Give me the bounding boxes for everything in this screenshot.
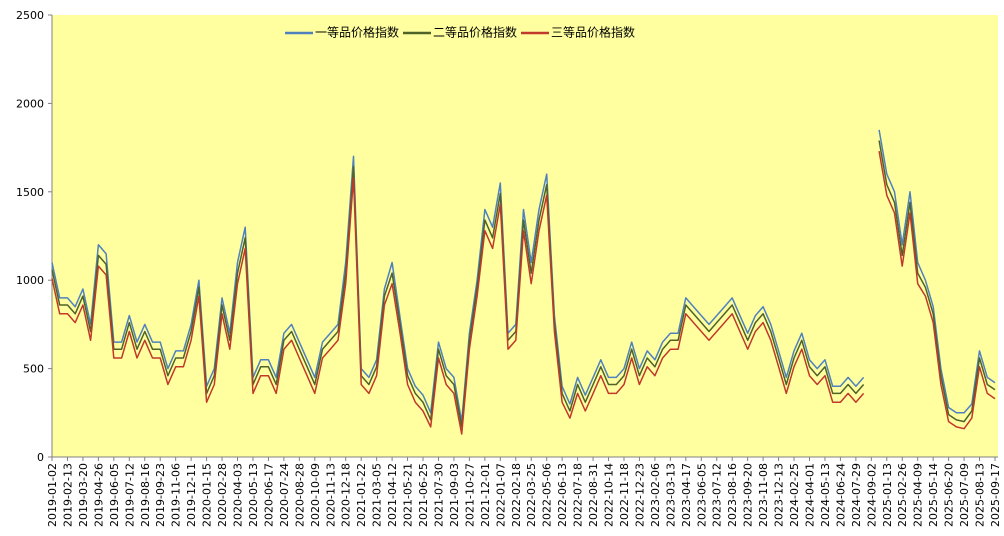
x-tick-label: 2022-02-18 [510, 463, 523, 527]
x-tick-label: 2023-06-05 [695, 463, 708, 527]
x-tick-label: 2019-04-26 [92, 463, 105, 527]
y-tick-label: 2000 [16, 97, 44, 110]
x-tick-label: 2021-04-12 [386, 463, 399, 527]
x-tick-label: 2021-03-05 [371, 463, 384, 527]
x-tick-label: 2020-04-03 [232, 463, 245, 527]
x-tick-label: 2023-09-20 [742, 463, 755, 527]
x-tick-label: 2020-07-24 [278, 463, 291, 527]
x-tick-label: 2025-04-09 [912, 463, 925, 527]
x-tick-label: 2020-02-28 [216, 463, 229, 527]
x-tick-label: 2020-08-28 [293, 463, 306, 527]
x-tick-label: 2023-03-13 [664, 463, 677, 527]
x-tick-label: 2020-12-18 [340, 463, 353, 527]
x-tick-label: 2020-11-13 [324, 463, 337, 527]
legend-label: 一等品价格指数 [315, 25, 399, 40]
y-tick-label: 1000 [16, 274, 44, 287]
x-tick-label: 2022-01-07 [494, 463, 507, 527]
x-tick-label: 2023-08-16 [726, 463, 739, 527]
x-tick-label: 2019-02-13 [61, 463, 74, 527]
x-tick-label: 2020-06-17 [262, 463, 275, 527]
x-tick-label: 2022-03-25 [525, 463, 538, 527]
x-tick-label: 2023-04-17 [680, 463, 693, 527]
x-tick-label: 2022-07-18 [572, 463, 585, 527]
x-tick-label: 2022-06-13 [556, 463, 569, 527]
x-tick-label: 2023-07-12 [711, 463, 724, 527]
x-tick-label: 2025-01-13 [881, 463, 894, 527]
legend-label: 三等品价格指数 [551, 25, 635, 40]
x-tick-label: 2021-06-25 [417, 463, 430, 527]
x-tick-label: 2025-07-09 [958, 463, 971, 527]
x-tick-label: 2021-07-30 [432, 463, 445, 527]
legend-label: 二等品价格指数 [433, 25, 517, 40]
x-tick-label: 2024-04-01 [803, 463, 816, 527]
x-tick-label: 2024-07-29 [850, 463, 863, 527]
x-tick-label: 2022-10-14 [603, 463, 616, 527]
series-line [51, 140, 996, 428]
x-tick-label: 2021-05-21 [402, 463, 415, 527]
x-tick-label: 2021-10-27 [463, 463, 476, 527]
x-tick-label: 2019-12-11 [185, 463, 198, 527]
x-tick-label: 2019-06-05 [108, 463, 121, 527]
x-tick-label: 2021-01-22 [355, 463, 368, 527]
y-tick-label: 0 [37, 451, 44, 464]
x-tick-label: 2022-05-06 [541, 463, 554, 527]
x-tick-label: 2020-01-15 [201, 463, 214, 527]
x-tick-label: 2019-07-12 [123, 463, 136, 527]
x-tick-label: 2023-02-06 [649, 463, 662, 527]
series-line [51, 129, 996, 423]
x-tick-label: 2023-12-13 [773, 463, 786, 527]
x-tick-label: 2025-08-13 [974, 463, 987, 527]
series-line [51, 150, 996, 435]
y-tick-label: 1500 [16, 186, 44, 199]
x-tick-label: 2019-08-16 [139, 463, 152, 527]
x-tick-label: 2025-02-26 [896, 463, 909, 527]
x-tick-label: 2024-02-25 [788, 463, 801, 527]
x-tick-label: 2021-12-01 [479, 463, 492, 527]
x-tick-label: 2019-09-23 [154, 463, 167, 527]
legend: 一等品价格指数 二等品价格指数 三等品价格指数 [285, 25, 635, 40]
x-tick-label: 2022-08-31 [587, 463, 600, 527]
x-tick-label: 2022-11-18 [618, 463, 631, 527]
x-tick-label: 2020-05-13 [247, 463, 260, 527]
y-tick-label: 500 [23, 363, 44, 376]
x-tick-label: 2023-11-08 [757, 463, 770, 527]
x-tick-label: 2019-01-02 [46, 463, 59, 527]
x-tick-label: 2021-09-03 [448, 463, 461, 527]
x-tick-label: 2025-05-14 [927, 463, 940, 527]
x-tick-label: 2024-05-13 [819, 463, 832, 527]
x-tick-label: 2020-10-09 [309, 463, 322, 527]
x-tick-label: 2022-12-23 [633, 463, 646, 527]
x-tick-label: 2019-03-20 [77, 463, 90, 527]
x-tick-label: 2024-09-02 [865, 463, 878, 527]
x-tick-label: 2025-06-20 [943, 463, 956, 527]
x-tick-label: 2024-06-24 [834, 463, 847, 527]
x-tick-label: 2025-09-17 [989, 463, 1002, 527]
y-tick-label: 2500 [16, 9, 44, 22]
x-tick-label: 2019-11-06 [170, 463, 183, 527]
